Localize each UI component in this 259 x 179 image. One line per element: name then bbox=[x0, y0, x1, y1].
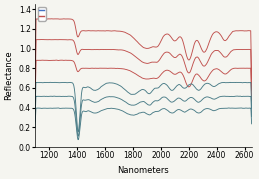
Y-axis label: Reflectance: Reflectance bbox=[4, 51, 13, 100]
X-axis label: Nanometers: Nanometers bbox=[117, 166, 169, 175]
Legend: , : , bbox=[38, 7, 46, 21]
